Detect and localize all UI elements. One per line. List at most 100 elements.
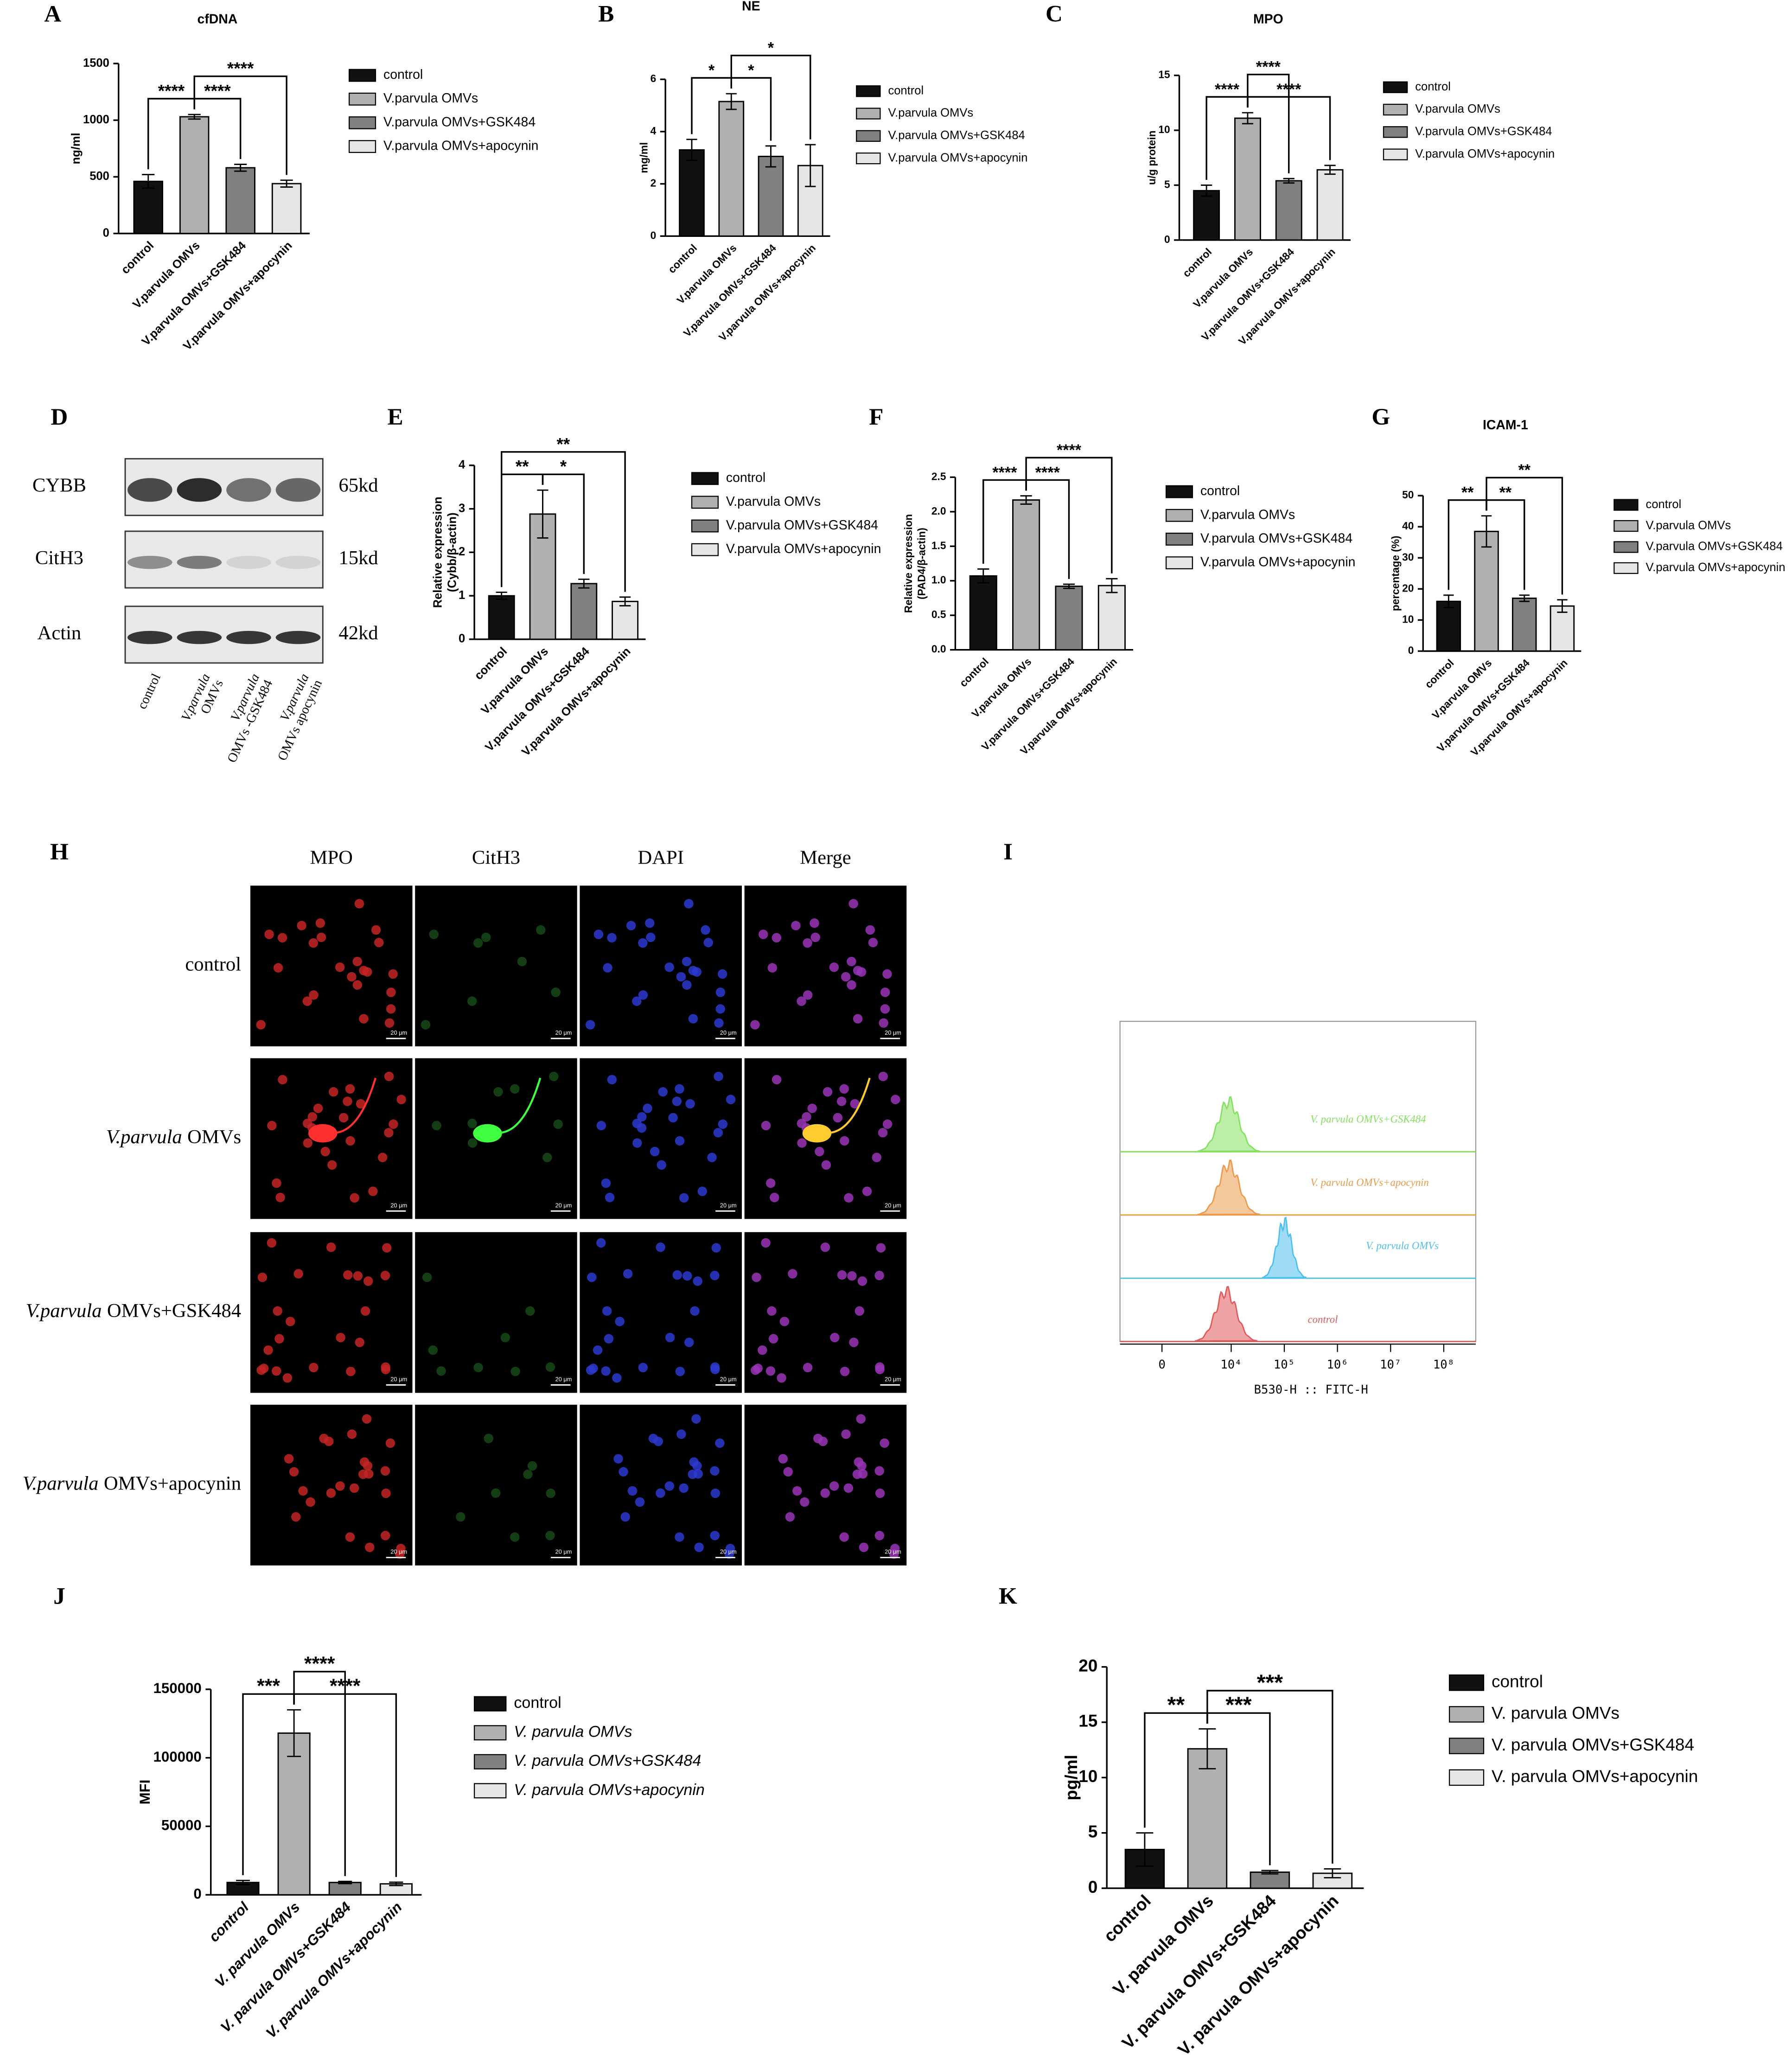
cell (422, 1273, 432, 1282)
cell (587, 1273, 597, 1282)
cell (691, 1414, 701, 1424)
cell (875, 1488, 885, 1498)
scale-bar-label: 20 μm (555, 1202, 572, 1209)
cell (588, 1363, 598, 1373)
row-label: V.parvula OMVs+apocynin (23, 1472, 241, 1494)
x-tick-label: control (1422, 657, 1456, 691)
x-tick-label: 0 (1158, 1358, 1165, 1372)
y-tick-label: 4 (459, 458, 466, 471)
legend-label: V.parvula OMVs+apocynin (1646, 561, 1786, 574)
legend-label: control (1415, 80, 1451, 93)
cell (345, 1136, 355, 1146)
cell (713, 1128, 723, 1138)
row-label: control (185, 954, 241, 975)
cell (326, 1488, 336, 1498)
bar (1097, 585, 1126, 651)
cell (693, 1276, 702, 1286)
cell (807, 1103, 817, 1114)
cell (484, 1433, 493, 1444)
y-tick-label: 20 (1078, 1656, 1097, 1675)
legend-swatch (856, 108, 881, 120)
x-tick-label: control (1180, 246, 1214, 280)
significance-label: *** (257, 1675, 280, 1697)
net-blob (308, 1124, 338, 1143)
row-label-text: OMVs (187, 1126, 241, 1148)
chart-title: cfDNA (198, 12, 238, 27)
cell (843, 1483, 854, 1493)
legend-swatch (691, 519, 719, 533)
cell (765, 1178, 776, 1188)
series-label: V. parvula OMVs (1366, 1240, 1439, 1251)
cell (553, 1119, 563, 1129)
error-bar (765, 145, 777, 168)
cell (753, 1363, 763, 1373)
error-bar (1324, 1868, 1341, 1878)
cell (868, 937, 878, 948)
cell (604, 1334, 614, 1343)
cell (768, 1334, 778, 1343)
cell (675, 1532, 684, 1542)
cell (374, 937, 384, 948)
blot-band (275, 630, 321, 644)
scale-bar-label: 20 μm (885, 1202, 901, 1209)
cell (286, 1317, 295, 1326)
cell (672, 1096, 682, 1106)
bar (1234, 117, 1261, 241)
cell (815, 1146, 824, 1157)
cell (820, 1242, 830, 1252)
cell (360, 1306, 370, 1316)
scale-bar-label: 20 μm (720, 1029, 737, 1036)
cell (273, 963, 283, 973)
cell (876, 1243, 886, 1253)
cell (797, 1138, 807, 1148)
cell (761, 1120, 771, 1131)
y-axis-label: u/g protein (1146, 131, 1158, 185)
cell (865, 925, 875, 935)
cell (371, 925, 381, 935)
chart-title: MPO (1253, 12, 1283, 27)
legend-label: V.parvula OMVs+apocynin (383, 139, 539, 153)
scale-bar-label: 20 μm (390, 1202, 407, 1209)
y-tick-label: 1.5 (931, 539, 946, 551)
cell (626, 921, 636, 930)
error-bar (537, 489, 548, 539)
legend-swatch (1613, 520, 1639, 532)
cell (724, 1549, 734, 1559)
cell (856, 967, 867, 977)
panel-label: F (869, 404, 883, 430)
x-tick-label: control (472, 645, 510, 682)
bar (1055, 586, 1083, 651)
cell (347, 1429, 357, 1439)
cell (632, 996, 642, 1006)
column-header: Merge (800, 847, 851, 868)
cell (803, 990, 813, 1000)
significance-bracket (193, 75, 287, 175)
cell (551, 987, 561, 997)
y-tick-label: 15 (1078, 1712, 1097, 1731)
error-bar (188, 114, 201, 120)
y-tick-label: 5 (1088, 1822, 1098, 1841)
bar (271, 183, 302, 235)
cell (545, 1531, 555, 1541)
row-label-text: control (185, 954, 241, 975)
y-tick-label: 0 (103, 226, 109, 239)
y-tick-label: 3 (459, 502, 465, 515)
cell (882, 969, 892, 979)
legend-label: control (383, 67, 423, 82)
significance-label: ** (557, 434, 570, 453)
legend-swatch (1383, 148, 1408, 160)
significance-label: *** (1257, 1670, 1283, 1695)
legend-swatch (691, 543, 719, 556)
cell (767, 963, 777, 973)
cell (847, 980, 856, 990)
panel-label: G (1371, 404, 1390, 430)
cell (353, 1271, 363, 1281)
cell (596, 1120, 606, 1131)
cell (847, 956, 856, 967)
y-tick-label: 0 (650, 229, 657, 241)
cell (859, 1542, 869, 1552)
error-bar (1106, 578, 1118, 593)
bar (718, 101, 745, 237)
legend-swatch (348, 69, 376, 82)
cell (473, 938, 483, 948)
